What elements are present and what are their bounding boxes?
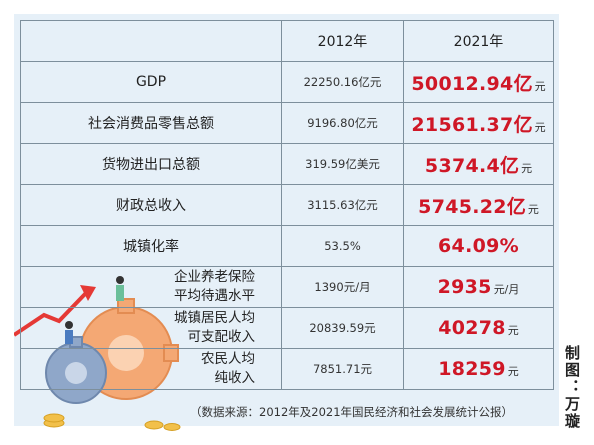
row-label: 社会消费品零售总额 [20, 102, 282, 144]
value-2021-number: 21561.37 [411, 113, 514, 136]
row-label: 企业养老保险 平均待遇水平 [20, 266, 282, 308]
row-label-line2: 可支配收入 [187, 329, 256, 345]
value-2021-unit-small: 元 [534, 79, 546, 93]
value-2021-number: 50012.94 [411, 72, 514, 95]
header-year-2012: 2012年 [281, 20, 404, 62]
source-note: （数据来源：2012年及2021年国民经济和社会发展统计公报） [190, 405, 514, 419]
table-header-row: 2012年 2021年 [20, 20, 554, 62]
coins-icon [43, 413, 181, 431]
table-row: 城镇化率 53.5% 64.09% [20, 225, 554, 267]
value-2021: 5374.4亿元 [403, 143, 554, 185]
value-2021-number: 64.09% [438, 235, 519, 257]
row-label: 城镇居民人均可支配收入 [20, 307, 282, 349]
row-label: 货物进出口总额 [20, 143, 282, 185]
value-2021-number: 2935 [437, 276, 492, 298]
value-2021: 5745.22亿元 [403, 184, 554, 226]
value-2021-unit-small: 元 [521, 161, 533, 175]
value-2012: 1390元/月 [281, 266, 404, 308]
value-2021-number: 18259 [438, 358, 506, 380]
value-2021: 64.09% [403, 225, 554, 267]
value-2012: 319.59亿美元 [281, 143, 404, 185]
table-row: 财政总收入 3115.63亿元 5745.22亿元 [20, 184, 554, 226]
value-2021: 50012.94亿元 [403, 61, 554, 103]
row-label-line2: 平均待遇水平 [174, 288, 255, 304]
value-2021-unit-small: 元 [534, 120, 546, 134]
maker-credit: 制图：万璇 [563, 345, 581, 430]
value-2021-number: 5745.22 [418, 195, 507, 218]
value-2021-unit-small: 元 [527, 202, 539, 216]
row-label-line2: 纯收入 [214, 370, 256, 386]
value-2021: 21561.37亿元 [403, 102, 554, 144]
value-2021: 40278 元 [403, 307, 554, 349]
value-2021-unit-small: 元 [507, 324, 519, 337]
value-2021-number: 40278 [438, 317, 506, 339]
statistics-table: 2012年 2021年 GDP 22250.16亿元 50012.94亿元 社会… [20, 20, 554, 390]
value-2021-unit: 亿 [513, 113, 533, 136]
value-2021: 18259 元 [403, 348, 554, 390]
header-indicator [20, 20, 282, 62]
header-year-2021: 2021年 [403, 20, 554, 62]
row-label-line1: 企业养老保险 [174, 269, 255, 285]
value-2012: 3115.63亿元 [281, 184, 404, 226]
value-2021-number: 5374.4 [424, 154, 501, 177]
table-row: 城镇居民人均可支配收入 20839.59元 40278 元 [20, 307, 554, 349]
value-2012: 7851.71元 [281, 348, 404, 390]
row-label-line1: 城镇居民人均 [174, 310, 255, 326]
value-2021-unit: 亿 [506, 195, 526, 218]
table-row: 社会消费品零售总额 9196.80亿元 21561.37亿元 [20, 102, 554, 144]
value-2021-unit-small: 元/月 [493, 283, 520, 296]
table-row: GDP 22250.16亿元 50012.94亿元 [20, 61, 554, 103]
value-2012: 22250.16亿元 [281, 61, 404, 103]
row-label: 农民人均纯收入 [20, 348, 282, 390]
value-2021-unit-small: 元 [507, 365, 519, 378]
value-2012: 20839.59元 [281, 307, 404, 349]
row-label: 财政总收入 [20, 184, 282, 226]
table-row: 货物进出口总额 319.59亿美元 5374.4亿元 [20, 143, 554, 185]
value-2021-unit: 亿 [500, 154, 520, 177]
row-label: 城镇化率 [20, 225, 282, 267]
value-2012: 53.5% [281, 225, 404, 267]
value-2021: 2935 元/月 [403, 266, 554, 308]
table-row: 企业养老保险 平均待遇水平 1390元/月 2935 元/月 [20, 266, 554, 308]
value-2021-unit: 亿 [513, 72, 533, 95]
row-label: GDP [20, 61, 282, 103]
table-row: 农民人均纯收入 7851.71元 18259 元 [20, 348, 554, 390]
value-2012: 9196.80亿元 [281, 102, 404, 144]
row-label-line1: 农民人均 [201, 351, 255, 367]
